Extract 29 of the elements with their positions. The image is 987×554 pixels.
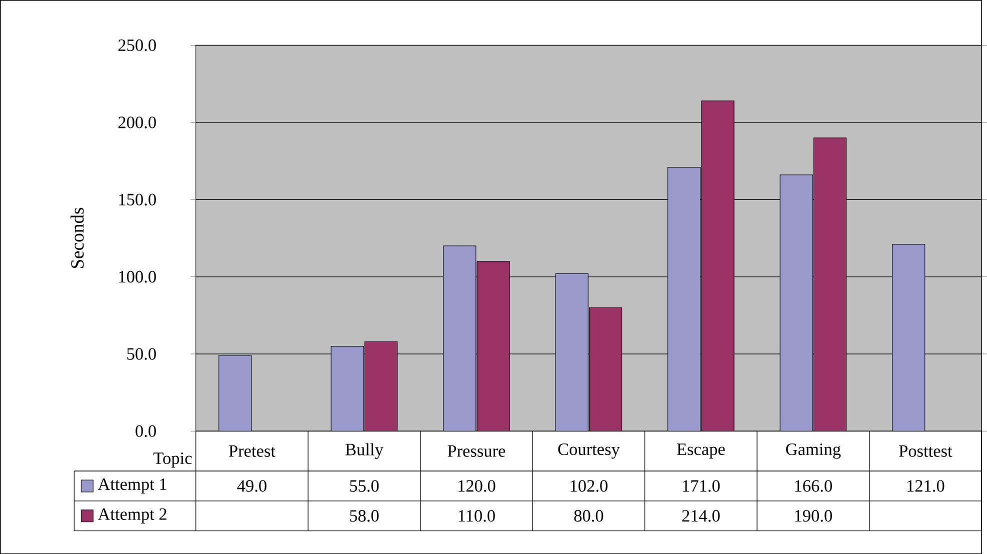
data-label: 190.0 (795, 510, 832, 522)
x-tick-label: Escape (676, 444, 725, 458)
y-tick-label: 100.0 (119, 270, 156, 283)
legend-label: Attempt 1 (98, 478, 166, 494)
x-tick-label: Pressure (448, 445, 506, 457)
data-label: 58.0 (350, 510, 379, 522)
y-tick-label: 0.0 (136, 425, 156, 437)
data-label: 166.0 (795, 480, 832, 492)
data-label: 120.0 (458, 480, 496, 492)
x-tick-label: Pretest (228, 445, 276, 457)
x-tick-label: Gaming (786, 443, 841, 459)
x-tick-label: Bully (345, 443, 384, 459)
x-tick-label: Posttest (899, 445, 952, 457)
x-axis-title: Topic (153, 452, 192, 468)
x-tick-label: Courtesy (558, 443, 620, 459)
y-tick-label: 150.0 (119, 194, 156, 206)
y-tick-label: 250.0 (118, 39, 156, 52)
y-axis-title: Seconds (70, 208, 84, 268)
data-label: 55.0 (350, 480, 379, 492)
data-label: 110.0 (458, 510, 495, 522)
data-label: 171.0 (683, 480, 720, 492)
data-label: 214.0 (682, 510, 720, 522)
y-tick-label: 50.0 (127, 348, 156, 360)
y-tick-label: 200.0 (118, 116, 156, 128)
data-label: 102.0 (570, 480, 608, 492)
data-label: 80.0 (574, 510, 604, 522)
data-label: 49.0 (237, 480, 266, 492)
legend-label: Attempt 2 (98, 508, 166, 524)
data-label: 121.0 (908, 480, 944, 492)
